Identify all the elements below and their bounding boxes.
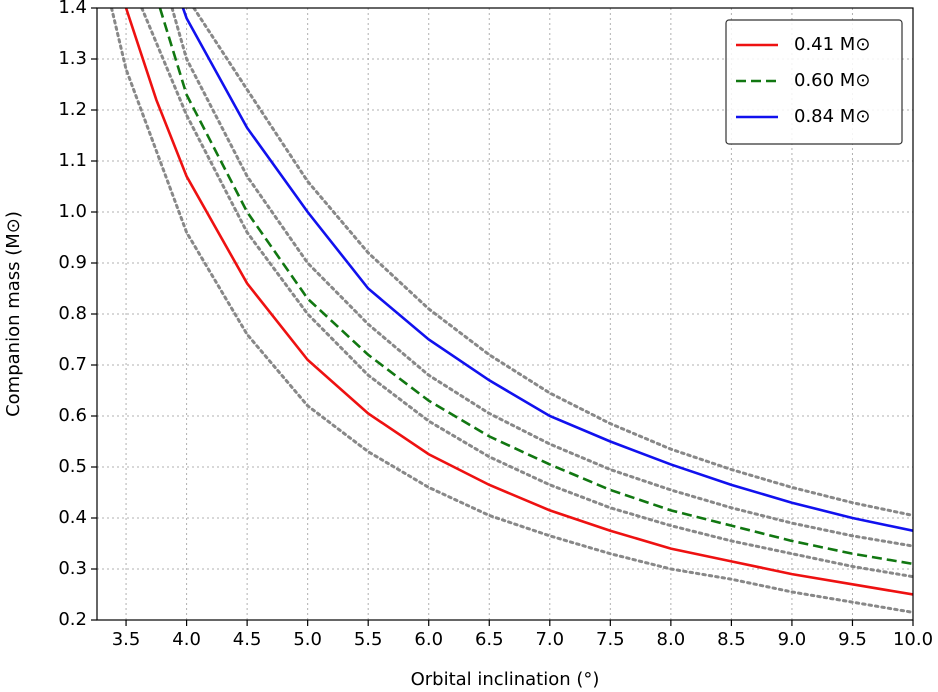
x-tick-label: 6.5 [475,629,504,650]
legend-label: 0.84 M⊙ [794,106,870,127]
series-line [181,8,913,533]
y-tick-label: 1.4 [58,0,87,18]
y-axis-label: Companion mass (M⊙) [3,211,24,417]
series-line [170,8,913,548]
x-tick-label: 4.5 [233,629,262,650]
y-tick-label: 1.2 [58,99,87,120]
y-tick-label: 0.4 [58,507,87,528]
x-tick-label: 10.0 [893,629,933,650]
series-line [124,8,913,596]
legend-label: 0.60 M⊙ [794,70,870,91]
x-tick-label: 7.0 [535,629,564,650]
x-axis-label: Orbital inclination (°) [411,669,600,690]
y-tick-label: 0.3 [58,558,87,579]
series-line [110,8,913,614]
y-tick-label: 0.5 [58,456,87,477]
axes: 3.5 4.0 4.5 5.0 5.5 6.0 6.5 7.0 7.5 8.0 8.5 9.0 9.5 1… [58,0,933,650]
legend-label: 0.41 M⊙ [794,34,870,55]
x-tick-label: 3.5 [112,629,141,650]
legend-box [725,19,903,145]
x-tick-label: 5.0 [293,629,322,650]
x-tick-label: 7.5 [596,629,625,650]
legend: 0.41 M⊙ 0.60 M⊙ 0.84 M⊙ [725,19,903,145]
y-tick-label: 1.1 [58,150,87,171]
x-tick-label: 9.5 [838,629,867,650]
y-tick-label: 0.7 [58,354,87,375]
x-tick-label: 5.5 [354,629,383,650]
series-line [140,8,913,579]
y-tick-label: 1.0 [58,201,87,222]
plot-lines [110,8,913,614]
y-tick-label: 0.6 [58,405,87,426]
x-tick-label: 8.0 [657,629,686,650]
y-tick-label: 1.3 [58,48,87,69]
y-tick-label: 0.2 [58,609,87,630]
series-line [192,8,913,517]
x-tick-label: 4.0 [172,629,201,650]
y-tick-label: 0.9 [58,252,87,273]
x-tick-label: 8.5 [717,629,746,650]
y-tick-label: 0.8 [58,303,87,324]
x-tick-label: 6.0 [414,629,443,650]
x-tick-label: 9.0 [778,629,807,650]
series-line [158,8,913,566]
